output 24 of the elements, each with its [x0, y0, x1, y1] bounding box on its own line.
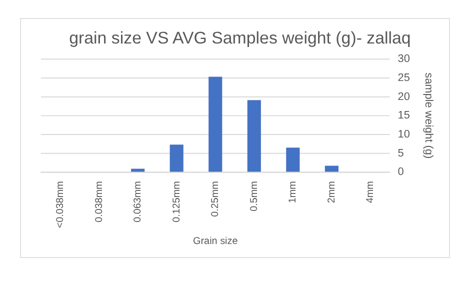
x-tick-label: 1mm	[288, 181, 299, 204]
x-tick-label: <0.038mm	[55, 181, 66, 228]
x-tick-label: 0.5mm	[248, 181, 260, 212]
x-tick-label: 0.063mm	[132, 181, 144, 222]
x-tick-label: 0.25mm	[210, 181, 222, 217]
bar	[208, 76, 222, 172]
bar	[170, 144, 184, 172]
y-tick-label: 25	[398, 72, 410, 84]
bar	[247, 100, 261, 172]
bar	[324, 166, 338, 172]
bar	[286, 148, 300, 172]
y-tick-label: 0	[398, 166, 404, 178]
x-axis-title: Grain size	[192, 236, 238, 247]
y-tick-label: 30	[398, 53, 410, 66]
x-tick-label: 4mm	[365, 181, 376, 204]
chart-title: grain size VS AVG Samples weight (g)- zallaq	[69, 28, 411, 48]
x-tick-label: 0.038mm	[94, 181, 105, 222]
y-tick-label: 15	[398, 110, 410, 122]
y-tick-label: 5	[398, 147, 404, 160]
x-tick-label: 0.125mm	[171, 181, 182, 222]
y-tick-label: 20	[398, 90, 410, 103]
y-tick-label: 10	[398, 128, 410, 140]
y-axis-title: sample weight (g)	[422, 72, 434, 159]
x-tick-label: 2mm	[326, 181, 338, 204]
